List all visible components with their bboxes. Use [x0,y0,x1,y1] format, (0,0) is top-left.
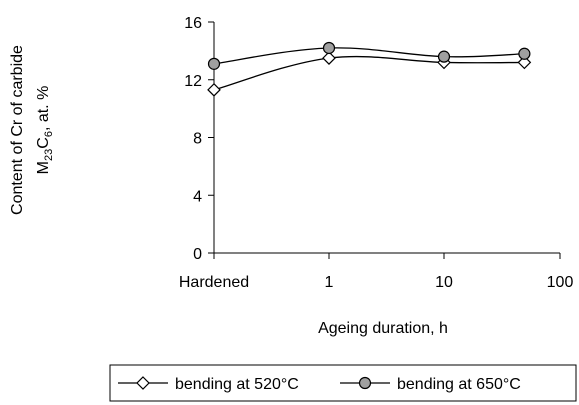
series-2 [207,41,531,70]
y-tick-label: 8 [193,131,202,148]
y-axis-title-c: C [35,137,52,149]
data-point [437,50,451,63]
legend-items: bending at 520°C bending at 650°C [118,376,521,393]
data-point [207,57,221,70]
legend: bending at 520°C bending at 650°C [109,364,577,402]
x-axis-title: Ageing duration, h [318,320,448,337]
x-tick-label: 100 [547,274,574,291]
x-tick-label: 1 [325,274,334,291]
y-axis-title-m: M [35,161,52,174]
series-line [213,55,525,91]
legend-item-1: bending at 520°C [118,376,299,393]
y-axis-title: Content of Cr of carbide M23C6, at. % [9,45,55,215]
data-point [322,41,336,55]
y-axis-title-line1: Content of Cr of carbide [9,45,26,215]
legend-item-2: bending at 650°C [340,376,521,393]
x-ticks: Hardened 1 10 100 [179,253,574,291]
data-point [322,51,336,65]
y-axis-title-tail: , at. % [35,86,52,131]
x-tick-label: Hardened [179,274,249,291]
legend-marker [136,376,150,390]
y-ticks: 0 4 8 12 16 [184,15,214,263]
y-tick-label: 16 [184,15,202,32]
data-point [518,47,531,60]
x-tick-label: 10 [435,274,453,291]
y-axis-title-line2: M23C6, at. % [35,86,55,175]
series-layer [207,41,532,97]
series-1 [207,51,532,97]
legend-label: bending at 650°C [397,376,521,393]
y-axis-title-sub1: 23 [43,149,55,161]
legend-marker [358,376,372,390]
data-point [207,83,221,97]
series-line [213,47,525,65]
y-axis-title-sub2: 6 [43,131,55,137]
legend-label: bending at 520°C [175,376,299,393]
y-tick-label: 0 [193,246,202,263]
y-tick-label: 4 [193,188,202,205]
y-tick-label: 12 [184,73,202,90]
data-point [517,55,532,70]
